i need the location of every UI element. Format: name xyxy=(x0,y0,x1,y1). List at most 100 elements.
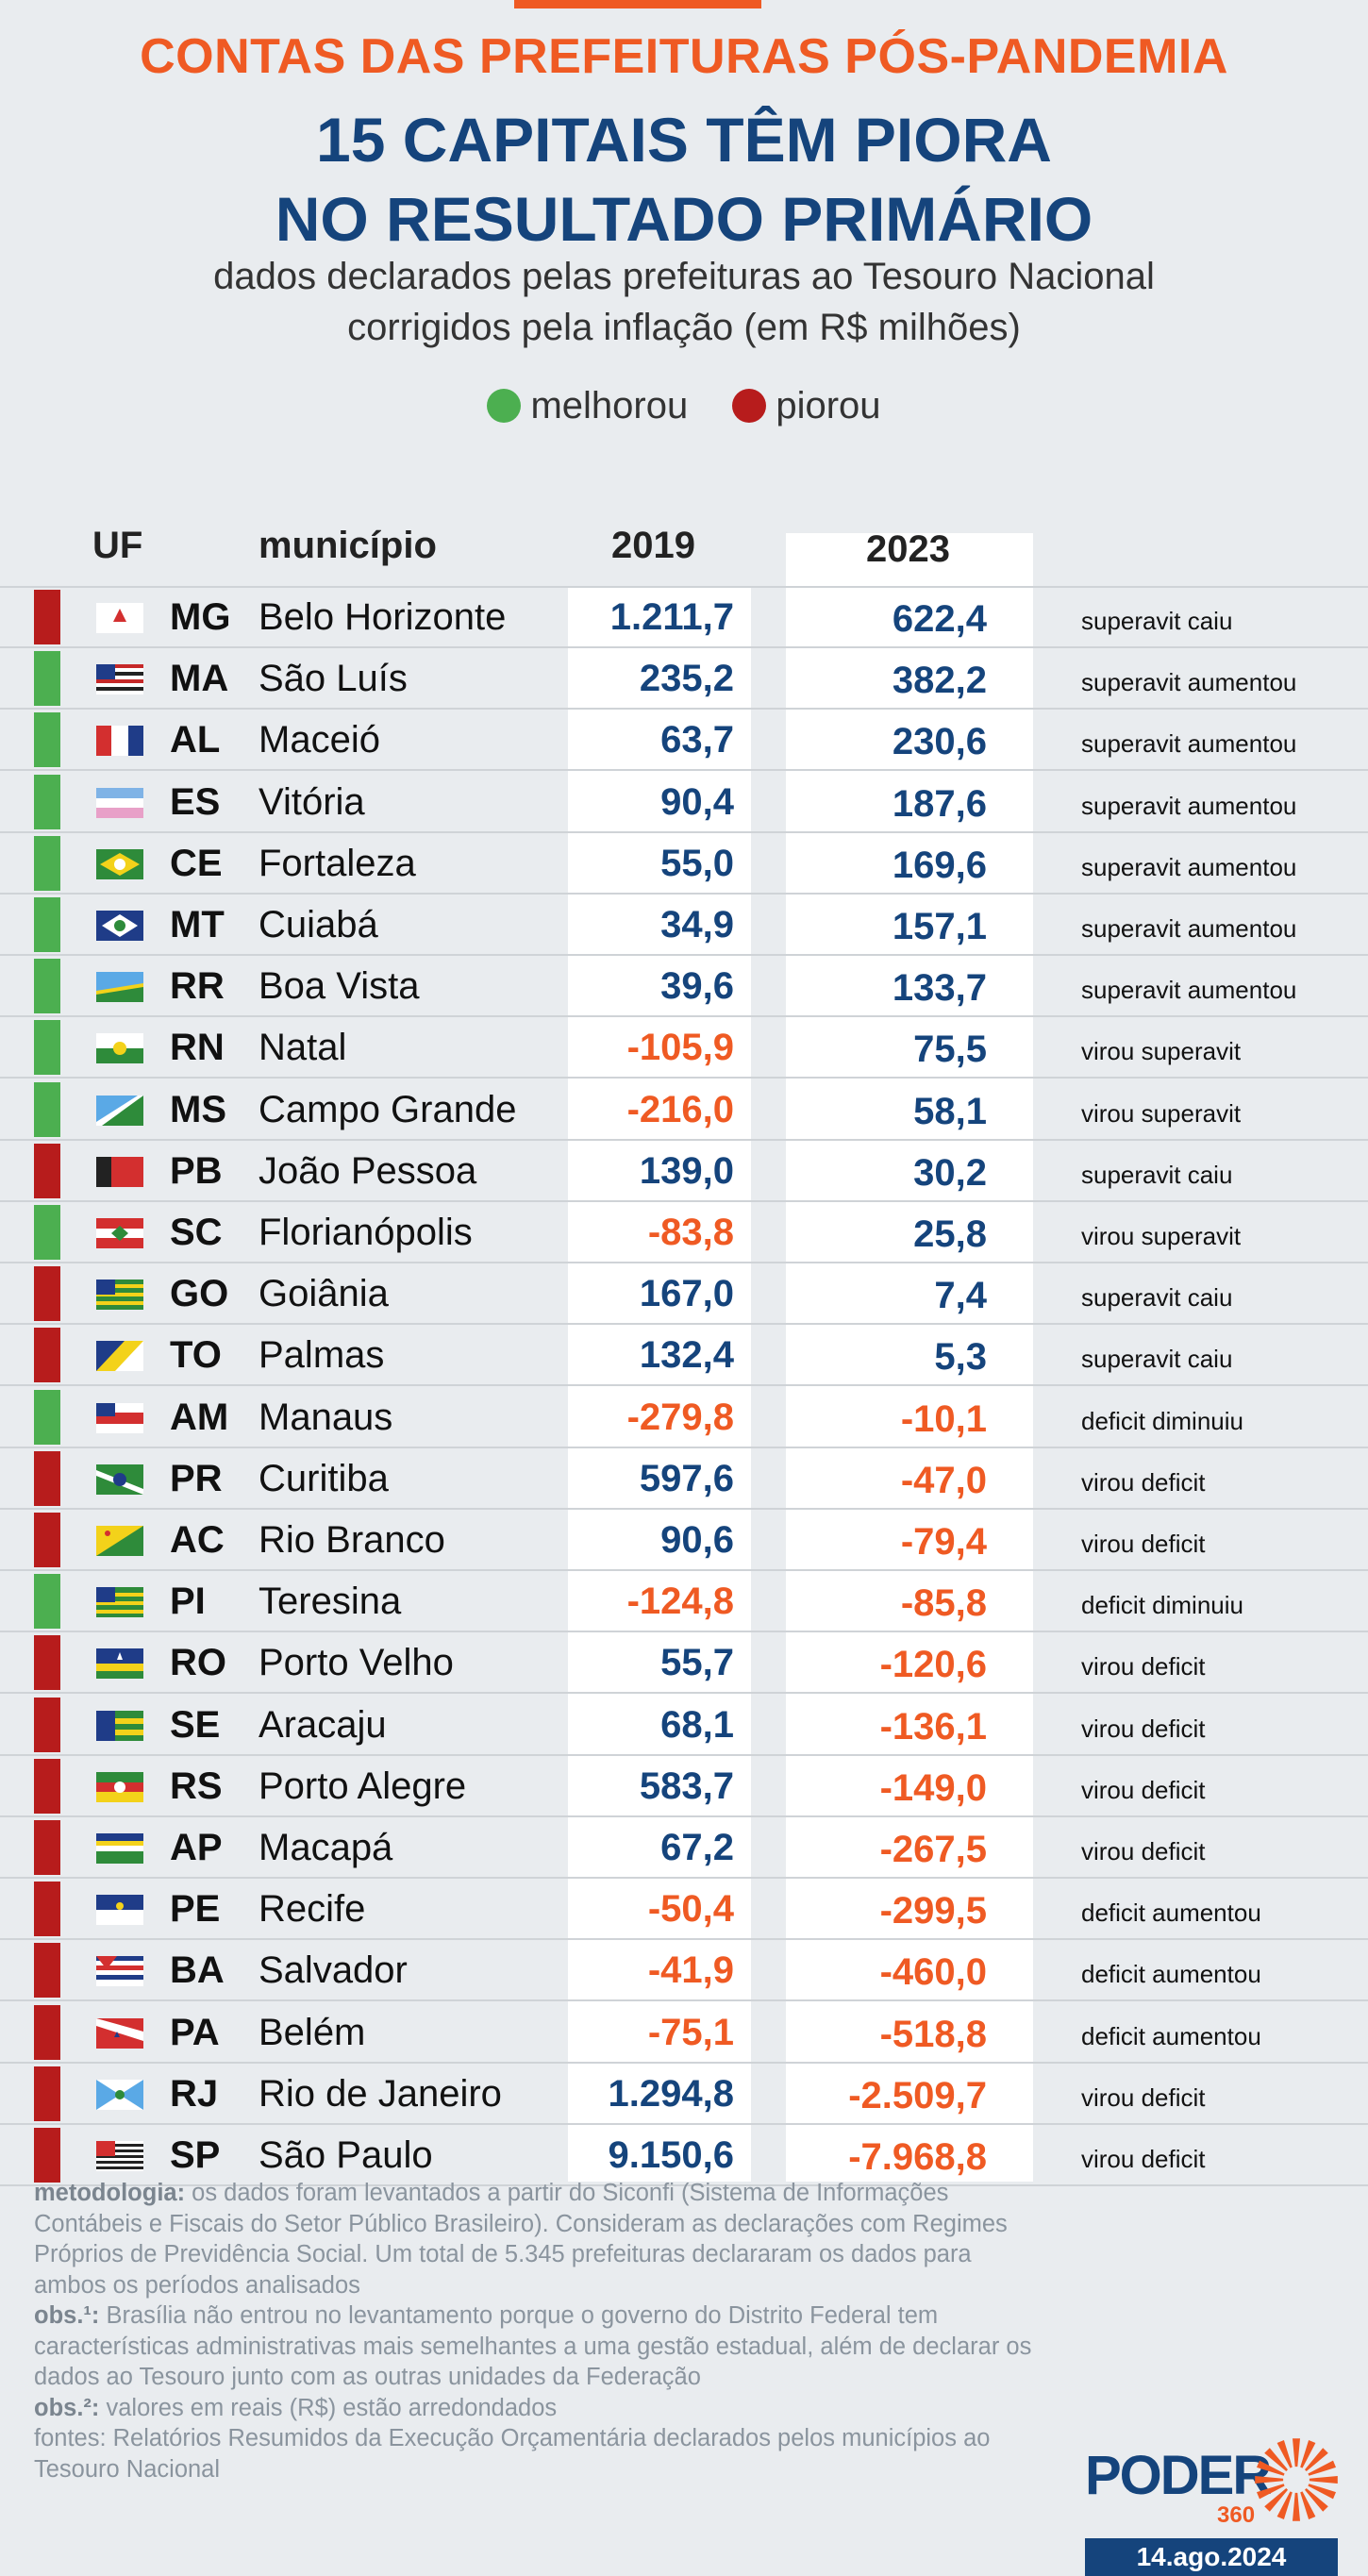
state-flag-icon xyxy=(96,664,143,695)
note-metodologia: metodologia: os dados foram levantados a… xyxy=(34,2178,1034,2300)
value-2023-cell: -85,8 xyxy=(900,1582,987,1625)
municipio-cell: Campo Grande xyxy=(259,1088,517,1130)
note-obs1: obs.¹: Brasília não entrou no levantamen… xyxy=(34,2300,1034,2393)
trend-bar xyxy=(34,1513,60,1567)
uf-cell: SE xyxy=(170,1703,221,1746)
column-2023-background xyxy=(786,533,1033,2182)
status-cell: virou deficit xyxy=(1081,1714,1206,1743)
table-row: GO Goiânia 167,0 7,4 superavit caiu xyxy=(0,1264,1368,1326)
value-2023-cell: 187,6 xyxy=(892,782,987,825)
value-2019-cell: 63,7 xyxy=(660,719,734,761)
state-flag-icon xyxy=(96,1956,143,1987)
value-2023-cell: 382,2 xyxy=(892,660,987,702)
trend-bar xyxy=(34,651,60,707)
column-2019-background xyxy=(568,587,751,2182)
table-row: PR Curitiba 597,6 -47,0 virou deficit xyxy=(0,1449,1368,1510)
table-row: SE Aracaju 68,1 -136,1 virou deficit xyxy=(0,1696,1368,1756)
value-2023-cell: -79,4 xyxy=(900,1521,987,1563)
trend-bar xyxy=(34,1205,60,1260)
uf-cell: RS xyxy=(170,1765,223,1807)
state-flag-icon xyxy=(96,1526,143,1556)
poder360-logo: PODER 360 xyxy=(1085,2438,1338,2534)
value-2023-cell: -7.968,8 xyxy=(848,2136,987,2178)
status-cell: superavit aumentou xyxy=(1081,729,1297,759)
status-cell: superavit aumentou xyxy=(1081,914,1297,943)
value-2023-cell: -518,8 xyxy=(879,2013,987,2055)
status-cell: deficit aumentou xyxy=(1081,1899,1261,1928)
uf-cell: PR xyxy=(170,1457,223,1499)
value-2023-cell: 133,7 xyxy=(892,967,987,1010)
note-obs2: obs.²: valores em reais (R$) estão arred… xyxy=(34,2393,1034,2424)
uf-cell: ES xyxy=(170,780,221,823)
trend-bar xyxy=(34,1635,60,1691)
state-flag-icon xyxy=(96,1648,143,1680)
uf-cell: RR xyxy=(170,965,225,1008)
value-2019-cell: 597,6 xyxy=(639,1457,734,1499)
state-flag-icon xyxy=(96,1771,143,1802)
value-2019-cell: 67,2 xyxy=(660,1827,734,1868)
status-cell: virou deficit xyxy=(1081,1530,1206,1558)
uf-cell: RO xyxy=(170,1642,226,1684)
trend-bar xyxy=(34,1081,60,1137)
status-cell: superavit aumentou xyxy=(1081,791,1297,820)
table-row: PE Recife -50,4 -299,5 deficit aumentou xyxy=(0,1880,1368,1941)
header-2019: 2019 xyxy=(611,525,695,566)
footnotes: metodologia: os dados foram levantados a… xyxy=(34,2178,1034,2484)
municipio-cell: Fortaleza xyxy=(259,842,416,884)
value-2019-cell: -50,4 xyxy=(647,1888,734,1931)
uf-cell: MG xyxy=(170,596,231,638)
state-flag-icon xyxy=(96,1156,143,1187)
municipio-cell: Curitiba xyxy=(259,1457,389,1499)
table-top-rule xyxy=(0,586,1368,588)
status-cell: virou superavit xyxy=(1081,1037,1242,1066)
state-flag-icon xyxy=(96,2141,143,2171)
uf-cell: PA xyxy=(170,2011,220,2053)
table-row: ES Vitória 90,4 187,6 superavit aumentou xyxy=(0,773,1368,833)
trend-bar xyxy=(34,774,60,829)
status-cell: virou deficit xyxy=(1081,1837,1206,1865)
value-2023-cell: 157,1 xyxy=(892,906,987,947)
state-flag-icon xyxy=(96,2017,143,2049)
value-2019-cell: 235,2 xyxy=(639,658,734,700)
value-2019-cell: -75,1 xyxy=(647,2011,734,2053)
table-row: PA Belém -75,1 -518,8 deficit aumentou xyxy=(0,2003,1368,2064)
municipio-cell: Recife xyxy=(259,1888,366,1931)
header-municipio: município xyxy=(259,525,437,566)
top-accent-bar xyxy=(514,0,761,8)
trend-bar xyxy=(34,1820,60,1875)
state-flag-icon xyxy=(96,1033,143,1064)
municipio-cell: São Luís xyxy=(259,658,408,700)
table-row: AM Manaus -279,8 -10,1 deficit diminuiu xyxy=(0,1388,1368,1448)
value-2019-cell: 39,6 xyxy=(660,965,734,1008)
value-2023-cell: -47,0 xyxy=(900,1459,987,1501)
status-cell: virou superavit xyxy=(1081,1098,1242,1128)
municipio-cell: Teresina xyxy=(259,1581,402,1623)
note-fontes: fontes: Relatórios Resumidos da Execução… xyxy=(34,2425,991,2483)
uf-cell: SC xyxy=(170,1212,223,1253)
uf-cell: PI xyxy=(170,1581,206,1623)
legend-label: melhorou xyxy=(530,385,689,427)
uf-cell: AL xyxy=(170,719,221,761)
value-2023-cell: 5,3 xyxy=(934,1336,987,1379)
municipio-cell: Macapá xyxy=(259,1827,393,1868)
table-row: MS Campo Grande -216,0 58,1 virou superavit xyxy=(0,1080,1368,1141)
table-row: TO Palmas 132,4 5,3 superavit caiu xyxy=(0,1326,1368,1387)
table-row: RN Natal -105,9 75,5 virou superavit xyxy=(0,1018,1368,1079)
legend-item-melhorou: melhorou xyxy=(487,385,688,427)
table-row: SC Florianópolis -83,8 25,8 virou superavit xyxy=(0,1203,1368,1263)
subtitle-line-1: dados declarados pelas prefeituras ao Te… xyxy=(213,256,1155,297)
status-cell: virou deficit xyxy=(1081,2145,1206,2173)
legend: melhorou piorou xyxy=(0,385,1368,427)
table-row: PI Teresina -124,8 -85,8 deficit diminuiu xyxy=(0,1572,1368,1633)
value-2019-cell: 139,0 xyxy=(639,1149,734,1192)
value-2019-cell: 55,7 xyxy=(660,1642,734,1684)
municipio-cell: Salvador xyxy=(259,1949,408,1992)
trend-bar xyxy=(34,2128,60,2183)
status-cell: deficit aumentou xyxy=(1081,1960,1261,1989)
subtitle-line-2: corrigidos pela inflação (em R$ milhões) xyxy=(347,307,1021,348)
municipio-cell: Natal xyxy=(259,1027,347,1069)
trend-bar xyxy=(34,2004,60,2060)
state-flag-icon xyxy=(96,2079,143,2110)
value-2023-cell: 230,6 xyxy=(892,721,987,763)
municipio-cell: Porto Velho xyxy=(259,1642,454,1684)
